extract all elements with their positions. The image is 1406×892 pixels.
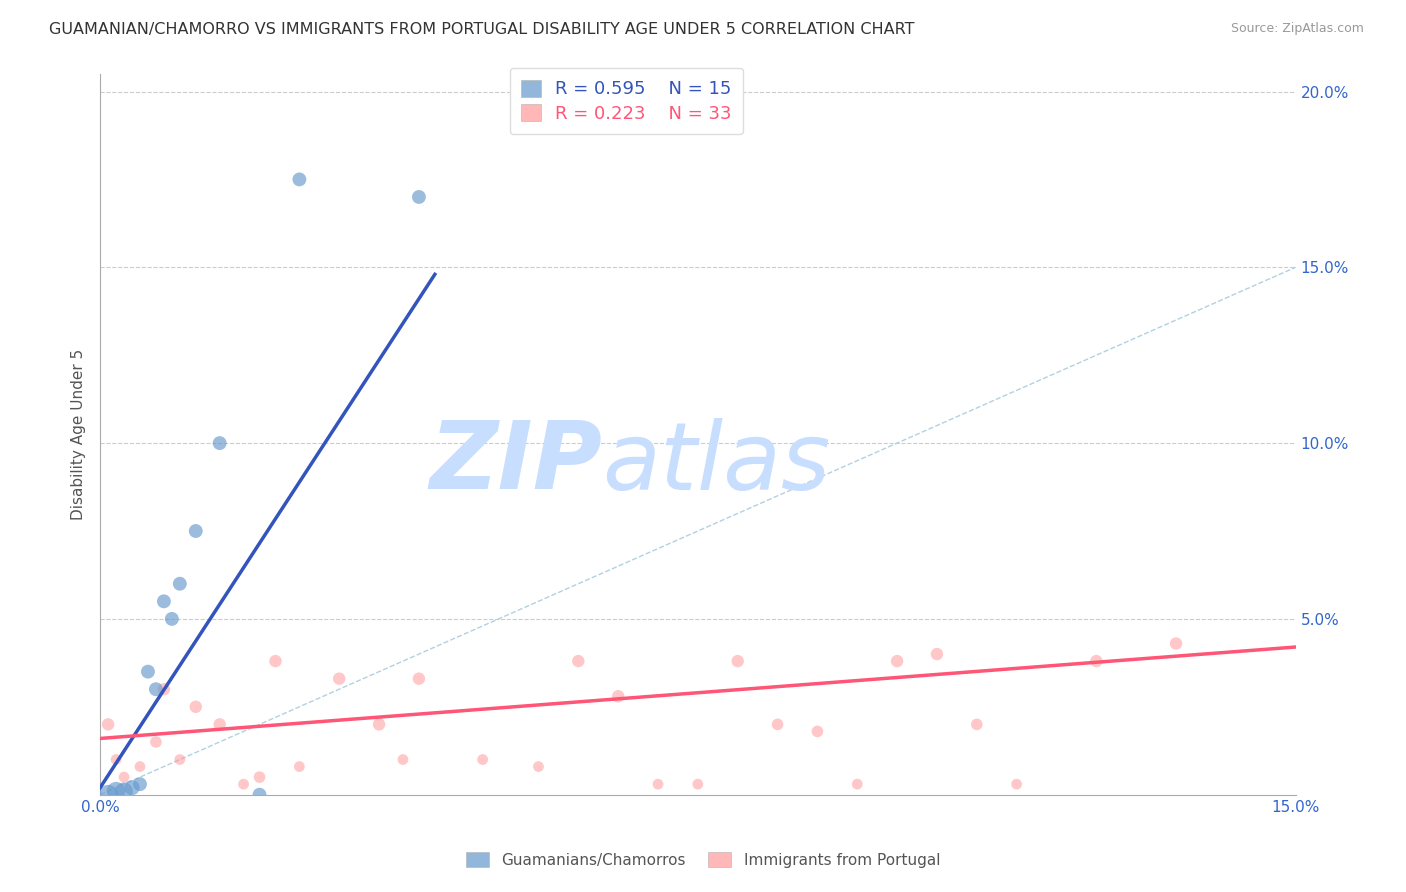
Point (925, 647, 948, 661)
Point (121, 780, 143, 795)
Point (136, 665, 159, 679)
Point (105, 753, 128, 767)
Point (886, 654, 908, 668)
Point (184, 524, 207, 538)
Point (686, 777, 709, 791)
Legend: Guamanians/Chamorros, Immigrants from Portugal: Guamanians/Chamorros, Immigrants from Po… (458, 844, 948, 875)
Point (160, 612, 183, 626)
Point (846, 777, 869, 791)
Point (129, 777, 152, 791)
Point (97, 717, 120, 731)
Point (145, 735, 167, 749)
Point (392, 753, 415, 767)
Point (232, 777, 254, 791)
Point (766, 717, 789, 731)
Point (328, 672, 350, 686)
Point (112, 770, 135, 784)
Point (1085, 654, 1108, 668)
Point (408, 672, 430, 686)
Point (105, 784, 128, 798)
Point (129, 759, 152, 773)
Point (1164, 636, 1187, 650)
Text: GUAMANIAN/CHAMORRO VS IMMIGRANTS FROM PORTUGAL DISABILITY AGE UNDER 5 CORRELATIO: GUAMANIAN/CHAMORRO VS IMMIGRANTS FROM PO… (49, 22, 915, 37)
Point (966, 717, 988, 731)
Point (208, 717, 231, 731)
Point (208, 436, 231, 450)
Text: atlas: atlas (602, 417, 831, 508)
Point (471, 753, 494, 767)
Y-axis label: Disability Age Under 5: Disability Age Under 5 (72, 349, 86, 520)
Point (169, 753, 191, 767)
Point (97, 788, 120, 802)
Point (408, 190, 430, 204)
Point (1005, 777, 1028, 791)
Text: ZIP: ZIP (429, 417, 602, 509)
Point (368, 717, 391, 731)
Point (184, 699, 207, 714)
Text: Source: ZipAtlas.com: Source: ZipAtlas.com (1230, 22, 1364, 36)
Point (112, 784, 135, 798)
Point (567, 654, 589, 668)
Point (169, 576, 191, 591)
Point (249, 770, 271, 784)
Legend: R = 0.595    N = 15, R = 0.223    N = 33: R = 0.595 N = 15, R = 0.223 N = 33 (509, 68, 742, 134)
Point (806, 724, 828, 739)
Point (527, 759, 550, 773)
Point (647, 777, 669, 791)
Point (607, 690, 630, 704)
Point (288, 759, 311, 773)
Point (288, 172, 311, 186)
Point (249, 788, 271, 802)
Point (153, 682, 176, 697)
Point (727, 654, 749, 668)
Point (264, 654, 287, 668)
Point (153, 594, 176, 608)
Point (145, 682, 167, 697)
